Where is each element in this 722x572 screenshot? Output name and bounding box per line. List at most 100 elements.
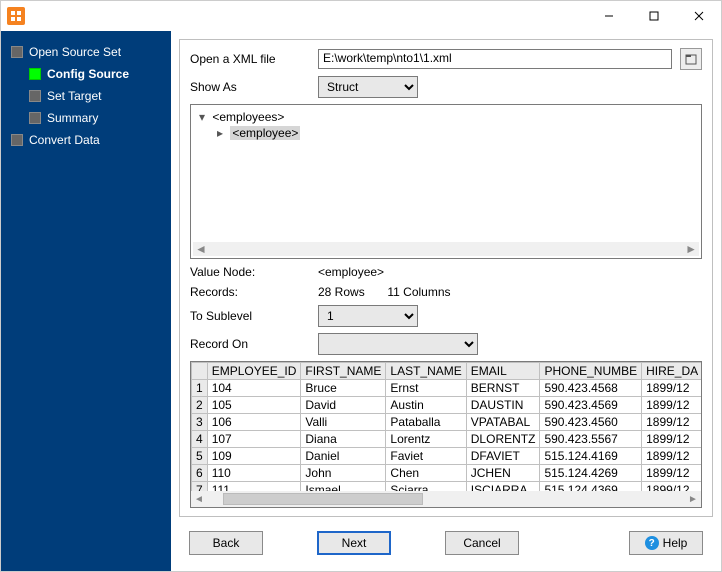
step-open-source-set[interactable]: Open Source Set — [11, 41, 171, 63]
step-set-target[interactable]: Set Target — [11, 85, 171, 107]
table-cell[interactable]: Austin — [386, 397, 466, 414]
browse-file-button[interactable] — [680, 48, 702, 70]
tree-horizontal-scrollbar[interactable]: ◄ ► — [193, 242, 699, 256]
table-cell[interactable]: Ismael — [301, 482, 386, 492]
wizard-steps-sidebar: Open Source Set Config Source Set Target… — [1, 31, 171, 571]
records-label: Records: — [190, 285, 310, 299]
table-row[interactable]: 7111IsmaelSciarraISCIARRA515.124.4369189… — [192, 482, 702, 492]
table-cell[interactable]: 590.423.4560 — [540, 414, 642, 431]
table-cell[interactable]: 1899/12 — [642, 448, 701, 465]
scroll-left-icon[interactable]: ◄ — [191, 494, 207, 505]
table-cell[interactable]: Valli — [301, 414, 386, 431]
step-convert-data[interactable]: Convert Data — [11, 129, 171, 151]
step-summary[interactable]: Summary — [11, 107, 171, 129]
table-cell[interactable]: DFAVIET — [466, 448, 540, 465]
table-cell[interactable]: Diana — [301, 431, 386, 448]
table-cell[interactable]: John — [301, 465, 386, 482]
scrollbar-thumb[interactable] — [223, 493, 423, 505]
table-cell[interactable]: Daniel — [301, 448, 386, 465]
table-cell[interactable]: 105 — [207, 397, 301, 414]
table-horizontal-scrollbar[interactable]: ◄ ► — [191, 491, 701, 507]
scroll-left-icon[interactable]: ◄ — [195, 242, 207, 256]
table-cell[interactable]: 590.423.5567 — [540, 431, 642, 448]
scroll-right-icon[interactable]: ► — [685, 242, 697, 256]
table-cell[interactable]: BERNST — [466, 380, 540, 397]
table-cell[interactable]: 515.124.4169 — [540, 448, 642, 465]
column-header[interactable]: EMPLOYEE_ID — [207, 363, 301, 380]
table-cell[interactable]: Ernst — [386, 380, 466, 397]
table-row[interactable]: 1104BruceErnstBERNST590.423.45681899/12 — [192, 380, 702, 397]
table-cell[interactable]: David — [301, 397, 386, 414]
table-row[interactable]: 5109DanielFavietDFAVIET515.124.41691899/… — [192, 448, 702, 465]
table-cell[interactable]: Bruce — [301, 380, 386, 397]
table-cell[interactable]: 590.423.4569 — [540, 397, 642, 414]
table-cell[interactable]: 515.124.4369 — [540, 482, 642, 492]
column-header[interactable]: EMAIL — [466, 363, 540, 380]
table-cell[interactable]: 1899/12 — [642, 465, 701, 482]
table-cell[interactable]: 107 — [207, 431, 301, 448]
table-row[interactable]: 6110JohnChenJCHEN515.124.42691899/12 — [192, 465, 702, 482]
table-cell[interactable]: DAUSTIN — [466, 397, 540, 414]
xml-structure-tree[interactable]: ▾ <employees> ▸ <employee> ◄ ► — [190, 104, 702, 259]
table-cell[interactable]: 1899/12 — [642, 431, 701, 448]
table-cell[interactable]: 110 — [207, 465, 301, 482]
step-config-source[interactable]: Config Source — [11, 63, 171, 85]
help-button[interactable]: ? Help — [629, 531, 703, 555]
expand-icon[interactable]: ▸ — [215, 125, 225, 141]
table-cell[interactable]: VPATABAL — [466, 414, 540, 431]
wizard-footer: Back Next Cancel ? Help — [179, 523, 713, 563]
value-node-value: <employee> — [318, 265, 384, 279]
close-button[interactable] — [676, 1, 721, 31]
table-cell[interactable]: 106 — [207, 414, 301, 431]
step-marker-icon — [29, 90, 41, 102]
table-cell[interactable]: 515.124.4269 — [540, 465, 642, 482]
column-header[interactable]: HIRE_DA — [642, 363, 701, 380]
table-cell[interactable]: 1899/12 — [642, 482, 701, 492]
table-cell[interactable]: Pataballa — [386, 414, 466, 431]
xml-path-input[interactable]: E:\work\temp\nto1\1.xml — [318, 49, 672, 69]
back-button[interactable]: Back — [189, 531, 263, 555]
table-row[interactable]: 3106ValliPataballaVPATABAL590.423.456018… — [192, 414, 702, 431]
table-cell[interactable]: Sciarra — [386, 482, 466, 492]
record-on-label: Record On — [190, 337, 310, 351]
step-label: Config Source — [47, 67, 129, 81]
scroll-right-icon[interactable]: ► — [685, 494, 701, 505]
show-as-select[interactable]: Struct — [318, 76, 418, 98]
row-number-header — [192, 363, 208, 380]
step-label: Convert Data — [29, 133, 100, 147]
column-header[interactable]: PHONE_NUMBE — [540, 363, 642, 380]
table-row[interactable]: 2105DavidAustinDAUSTIN590.423.45691899/1… — [192, 397, 702, 414]
table-cell[interactable]: DLORENTZ — [466, 431, 540, 448]
table-cell[interactable]: Faviet — [386, 448, 466, 465]
column-header[interactable]: LAST_NAME — [386, 363, 466, 380]
table-row[interactable]: 4107DianaLorentzDLORENTZ590.423.55671899… — [192, 431, 702, 448]
column-header[interactable]: FIRST_NAME — [301, 363, 386, 380]
row-number-cell: 1 — [192, 380, 208, 397]
tree-root-node[interactable]: <employees> — [212, 110, 284, 124]
table-cell[interactable]: 104 — [207, 380, 301, 397]
main-panel: Open a XML file E:\work\temp\nto1\1.xml … — [171, 31, 721, 571]
table-cell[interactable]: 1899/12 — [642, 414, 701, 431]
table-cell[interactable]: 1899/12 — [642, 380, 701, 397]
step-label: Set Target — [47, 89, 101, 103]
table-cell[interactable]: 590.423.4568 — [540, 380, 642, 397]
minimize-button[interactable] — [586, 1, 631, 31]
table-cell[interactable]: 111 — [207, 482, 301, 492]
table-cell[interactable]: Lorentz — [386, 431, 466, 448]
step-marker-icon — [29, 68, 41, 80]
button-label: Cancel — [463, 536, 500, 550]
tree-child-node[interactable]: <employee> — [230, 126, 300, 140]
next-button[interactable]: Next — [317, 531, 391, 555]
step-label: Open Source Set — [29, 45, 121, 59]
cancel-button[interactable]: Cancel — [445, 531, 519, 555]
table-cell[interactable]: Chen — [386, 465, 466, 482]
to-sublevel-select[interactable]: 1 — [318, 305, 418, 327]
maximize-button[interactable] — [631, 1, 676, 31]
table-cell[interactable]: 109 — [207, 448, 301, 465]
step-marker-icon — [29, 112, 41, 124]
record-on-select[interactable] — [318, 333, 478, 355]
table-cell[interactable]: ISCIARRA — [466, 482, 540, 492]
table-cell[interactable]: 1899/12 — [642, 397, 701, 414]
table-cell[interactable]: JCHEN — [466, 465, 540, 482]
collapse-icon[interactable]: ▾ — [197, 109, 207, 125]
